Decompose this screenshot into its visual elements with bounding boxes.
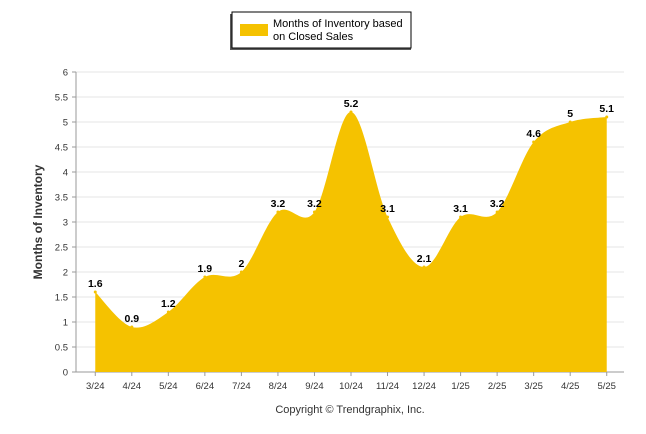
data-point (312, 210, 316, 214)
legend: Months of Inventory based on Closed Sale… (230, 11, 412, 50)
y-tick-label: 0.5 (55, 343, 68, 354)
data-point (495, 210, 499, 214)
data-label: 1.6 (88, 278, 103, 290)
x-tick-label: 4/25 (561, 381, 580, 392)
data-label: 0.9 (124, 313, 139, 325)
legend-label-line1: Months of Inventory based (273, 18, 403, 30)
x-tick-label: 8/24 (269, 381, 288, 392)
x-tick-label: 3/25 (524, 381, 543, 392)
x-axis-ticks: 3/24 4/24 5/24 6/24 7/24 8/24 9/24 10/24 11/24 12… (86, 372, 616, 392)
y-tick-label: 0 (63, 368, 68, 379)
data-point (166, 310, 170, 314)
legend-label-line2: on Closed Sales (273, 31, 354, 43)
data-point (93, 290, 97, 294)
y-axis-ticks: 0 0.5 1 1.5 2 2.5 3 3.5 4 4.5 5 5.5 6 (55, 68, 76, 379)
x-tick-label: 1/25 (451, 381, 470, 392)
y-tick-label: 2.5 (55, 243, 68, 254)
y-tick-label: 5 (63, 118, 68, 129)
data-label: 1.9 (198, 263, 213, 275)
x-tick-label: 10/24 (339, 381, 363, 392)
x-tick-label: 4/24 (123, 381, 142, 392)
x-tick-label: 3/24 (86, 381, 105, 392)
data-point (568, 120, 572, 124)
legend-swatch (240, 24, 268, 36)
data-label: 3.2 (490, 198, 505, 210)
data-point (349, 110, 353, 114)
y-tick-label: 1 (63, 318, 68, 329)
data-label: 5 (567, 108, 573, 120)
x-tick-label: 2/25 (488, 381, 507, 392)
series-area (93, 110, 609, 373)
data-label: 2.1 (417, 253, 432, 265)
x-tick-label: 12/24 (412, 381, 436, 392)
data-point (422, 265, 426, 269)
data-point (276, 210, 280, 214)
data-point (203, 275, 207, 279)
data-point (532, 140, 536, 144)
data-label: 2 (238, 258, 244, 270)
data-label: 3.1 (453, 203, 468, 215)
y-tick-label: 2 (63, 268, 68, 279)
y-tick-label: 3 (63, 218, 68, 229)
data-point (605, 115, 609, 119)
y-tick-label: 6 (63, 68, 68, 79)
y-tick-label: 3.5 (55, 193, 68, 204)
data-point (386, 215, 390, 219)
x-tick-label: 7/24 (232, 381, 251, 392)
x-tick-label: 5/25 (597, 381, 616, 392)
x-tick-label: 11/24 (376, 381, 399, 392)
data-point (459, 215, 463, 219)
y-tick-label: 1.5 (55, 293, 68, 304)
data-label: 3.1 (380, 203, 395, 215)
y-tick-label: 4.5 (55, 143, 68, 154)
data-point (239, 270, 243, 274)
data-label: 5.1 (599, 103, 614, 115)
data-point (130, 325, 134, 329)
copyright-text: Copyright © Trendgraphix, Inc. (275, 404, 424, 416)
y-axis-label: Months of Inventory (31, 164, 45, 279)
data-label: 4.6 (526, 128, 541, 140)
y-tick-label: 4 (63, 168, 68, 179)
x-tick-label: 6/24 (196, 381, 215, 392)
x-tick-label: 5/24 (159, 381, 178, 392)
data-label: 1.2 (161, 298, 176, 310)
data-labels: 1.6 0.9 1.2 1.9 2 3.2 3.2 5.2 3.1 2.1 3.1 3.2 4.6 5 5.… (88, 98, 614, 325)
data-label: 3.2 (307, 198, 322, 210)
x-tick-label: 9/24 (305, 381, 324, 392)
data-label: 5.2 (344, 98, 359, 110)
y-tick-label: 5.5 (55, 93, 68, 104)
data-label: 3.2 (271, 198, 286, 210)
series-area-fill (95, 111, 607, 373)
